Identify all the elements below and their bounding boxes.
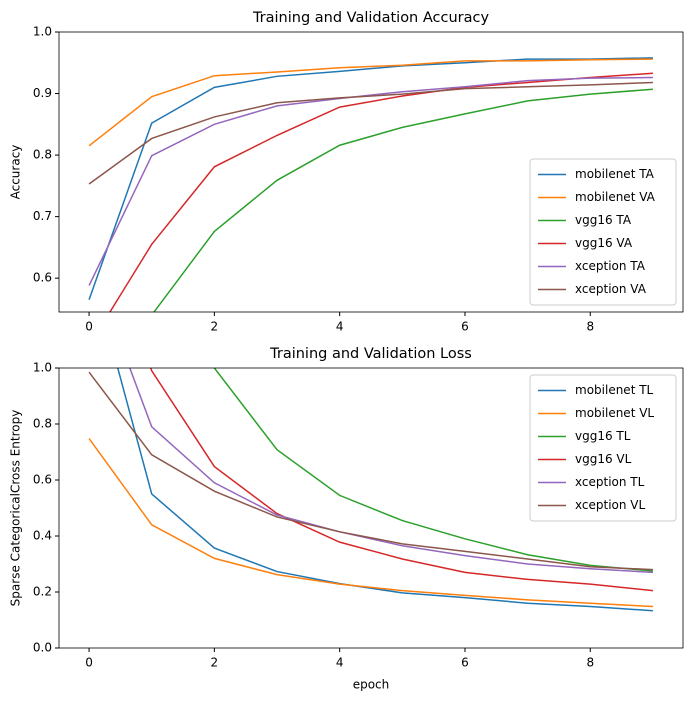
series-line <box>128 368 653 574</box>
x-tick-label: 2 <box>211 320 219 334</box>
y-tick-label: 1.0 <box>33 25 52 39</box>
legend-label: mobilenet TA <box>575 167 655 181</box>
x-tick-label: 0 <box>85 656 93 670</box>
legend-label: vgg16 TA <box>575 213 632 227</box>
legend-label: mobilenet VA <box>575 190 656 204</box>
legend-label: xception TL <box>575 475 645 489</box>
lines <box>88 57 653 312</box>
series-line <box>88 57 653 300</box>
lines <box>88 368 654 612</box>
y-tick-label: 0.9 <box>33 86 52 100</box>
series-line <box>153 88 653 312</box>
x-tick-label: 8 <box>586 320 594 334</box>
series-line <box>88 81 653 185</box>
chart-title: Training and Validation Accuracy <box>252 10 490 26</box>
x-tick-label: 0 <box>85 320 93 334</box>
axes-frame <box>58 367 684 649</box>
y-tick-label: 0.6 <box>33 271 52 285</box>
series-line <box>88 58 653 147</box>
y-tick-label: 1.0 <box>33 361 52 375</box>
x-tick-label: 4 <box>336 656 344 670</box>
x-tick-label: 8 <box>586 656 594 670</box>
legend-box <box>529 374 677 522</box>
legend-label: mobilenet TL <box>575 383 654 397</box>
y-tick-label: 0.8 <box>33 148 52 162</box>
legend-label: vgg16 VL <box>575 452 632 466</box>
y-tick-label: 0.8 <box>33 417 52 431</box>
series-line <box>88 76 653 286</box>
legend-label: mobilenet VL <box>575 406 654 420</box>
y-axis-label: Accuracy <box>9 145 23 200</box>
series-line <box>213 368 653 572</box>
y-tick-label: 0.2 <box>33 585 52 599</box>
chart-title: Training and Validation Loss <box>269 346 472 362</box>
y-tick-label: 0.4 <box>33 529 52 543</box>
legend-box <box>529 158 677 306</box>
y-tick-label: 0.0 <box>33 641 52 655</box>
legend: mobilenet TA mobilenet VA vgg16 TA vgg16 VA… <box>529 158 677 306</box>
x-tick-label: 6 <box>461 656 469 670</box>
legend-label: xception VL <box>575 498 645 512</box>
chart-panel: Training and Validation Accuracy Accuracy… <box>9 10 684 334</box>
legend-label: vgg16 TL <box>575 429 631 443</box>
y-tick-label: 0.7 <box>33 209 52 223</box>
chart-panel: Training and Validation Loss Sparse Categ… <box>9 346 684 692</box>
x-tick-label: 2 <box>211 656 219 670</box>
legend-label: xception VA <box>575 282 647 296</box>
axes-frame <box>58 31 684 313</box>
legend: mobilenet TL mobilenet VL vgg16 TL vgg16 VL… <box>529 374 677 522</box>
x-tick-label: 4 <box>336 320 344 334</box>
series-line <box>88 438 653 608</box>
series-line <box>116 368 653 612</box>
y-axis-label: Sparse CategoricalCross Entropy <box>9 410 23 607</box>
legend-label: vgg16 VA <box>575 236 633 250</box>
series-line <box>88 371 653 571</box>
y-tick-label: 0.6 <box>33 473 52 487</box>
x-axis-label: epoch <box>353 678 390 692</box>
legend-label: xception TA <box>575 259 646 273</box>
x-tick-label: 6 <box>461 320 469 334</box>
series-line <box>149 368 654 592</box>
